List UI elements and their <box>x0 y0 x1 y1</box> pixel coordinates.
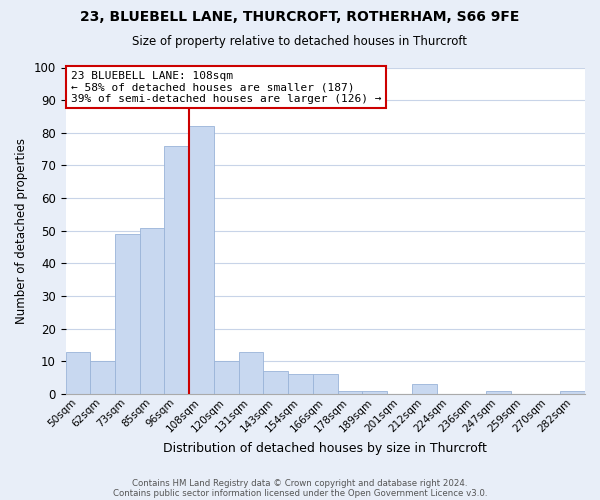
Text: Size of property relative to detached houses in Thurcroft: Size of property relative to detached ho… <box>133 35 467 48</box>
Bar <box>313 374 338 394</box>
Bar <box>164 146 189 394</box>
Bar <box>214 362 239 394</box>
Bar <box>362 391 387 394</box>
Text: Contains public sector information licensed under the Open Government Licence v3: Contains public sector information licen… <box>113 488 487 498</box>
Bar <box>338 391 362 394</box>
Text: 23, BLUEBELL LANE, THURCROFT, ROTHERHAM, S66 9FE: 23, BLUEBELL LANE, THURCROFT, ROTHERHAM,… <box>80 10 520 24</box>
Bar <box>90 362 115 394</box>
Text: Contains HM Land Registry data © Crown copyright and database right 2024.: Contains HM Land Registry data © Crown c… <box>132 478 468 488</box>
Y-axis label: Number of detached properties: Number of detached properties <box>15 138 28 324</box>
Bar <box>486 391 511 394</box>
Bar <box>288 374 313 394</box>
X-axis label: Distribution of detached houses by size in Thurcroft: Distribution of detached houses by size … <box>163 442 487 455</box>
Bar <box>189 126 214 394</box>
Bar <box>560 391 585 394</box>
Bar <box>239 352 263 394</box>
Bar <box>263 371 288 394</box>
Bar <box>115 234 140 394</box>
Bar <box>65 352 90 394</box>
Text: 23 BLUEBELL LANE: 108sqm
← 58% of detached houses are smaller (187)
39% of semi-: 23 BLUEBELL LANE: 108sqm ← 58% of detach… <box>71 71 381 104</box>
Bar <box>140 228 164 394</box>
Bar <box>412 384 437 394</box>
